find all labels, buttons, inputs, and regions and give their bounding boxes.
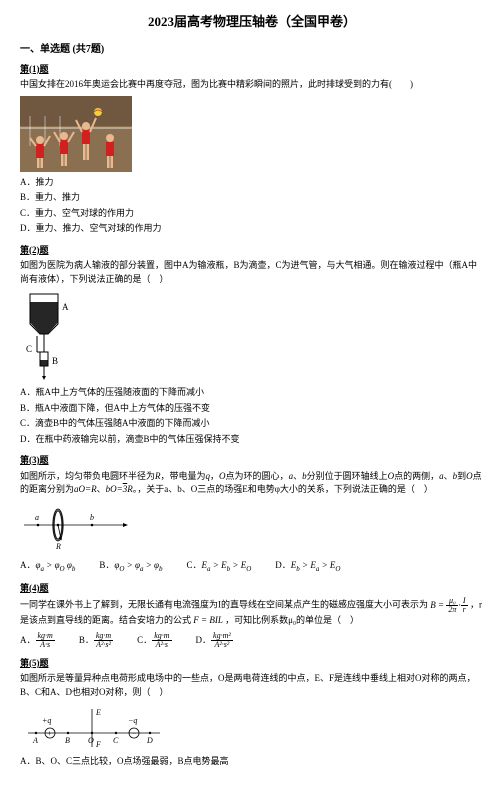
q3-optD: D． Eb > Ea > EO [275,559,340,574]
q1-stem: 中国女排在2016年奥运会比赛中再度夺冠，图为比赛中精彩瞬间的照片，此时排球受到… [20,78,484,92]
q4-options: A． kg·mA·s B． kg·mA²·s² C． kg·mA²·s D． k… [20,632,484,649]
question-3: 第(3)题 如图所示，均匀带负电圆环半径为R，带电量为q，O点为环的圆心，a、b… [20,454,484,574]
question-4: 第(4)题 一同学在课外书上了解到，无限长通有电流强度为I的直导线在空间某点产生… [20,582,484,649]
svg-text:C: C [113,736,119,745]
svg-text:A: A [62,302,69,312]
q5-dipole-diagram: + +q A B E O F C − −q D [20,703,170,751]
q2-options: A．瓶A中上方气体的压强随液面的下降而减小 B．瓶A中液面下降，但A中上方气体的… [20,386,484,446]
svg-text:D: D [146,736,153,745]
q3-optC: C． Ea > Eb > EO [187,559,252,574]
q4-label: 第(4)题 [20,582,484,596]
q3-optB: B． φO > φa > φb [99,559,162,574]
q1-label: 第(1)题 [20,63,484,77]
q2-optA: A．瓶A中上方气体的压强随液面的下降而减小 [20,386,484,400]
svg-text:A: A [32,736,38,745]
q2-optC: C．滴壶B中的气体压强随A中液面的下降而减小 [20,417,484,431]
q3-stem: 如图所示，均匀带负电圆环半径为R，带电量为q，O点为环的圆心，a、b分别位于圆环… [20,470,484,497]
q4-stem: 一同学在课外书上了解到，无限长通有电流强度为I的直导线在空间某点产生的磁感应强度… [20,597,484,628]
q1-optC: C．重力、空气对球的作用力 [20,207,484,221]
q5-label: 第(5)题 [20,657,484,671]
q4-optA: A． kg·mA·s [20,632,55,649]
q1-optD: D．重力、推力、空气对球的作用力 [20,222,484,236]
q4-optD: D． kg·m²A²·s² [196,632,233,649]
svg-text:F: F [95,740,101,749]
q5-options: A．B、O、C三点比较，O点场强最弱，B点电势最高 [20,755,484,769]
section-header: 一、单选题 (共7题) [20,42,484,57]
q1-options: A．推力 B．重力、推力 C．重力、空气对球的作用力 D．重力、推力、空气对球的… [20,176,484,236]
q3-ring-diagram: a b R [20,501,130,555]
question-1: 第(1)题 中国女排在2016年奥运会比赛中再度夺冠，图为比赛中精彩瞬间的照片，… [20,63,484,236]
q4-optB: B． kg·mA²·s² [79,632,113,649]
svg-text:R: R [55,542,61,551]
q3-label: 第(3)题 [20,454,484,468]
svg-text:−: − [132,729,137,738]
question-2: 第(2)题 如图为医院为病人输液的部分装置，图中A为输液瓶，B为滴壶，C为进气管… [20,244,484,447]
svg-text:+: + [47,729,52,738]
q1-optA: A．推力 [20,176,484,190]
svg-text:B: B [52,356,58,366]
q3-optA: A． φa > φO φb [20,559,75,574]
q1-volleyball-photo [20,96,132,172]
svg-text:−q: −q [128,716,137,725]
q3-options: A． φa > φO φb B． φO > φa > φb C． Ea > Eb… [20,559,484,574]
q5-stem: 如图所示是等量异种点电荷形成电场中的一些点，O是两电荷连线的中点，E、F是连线中… [20,672,484,699]
exam-title: 2023届高考物理压轴卷（全国甲卷） [20,12,484,32]
q4-optC: C． kg·mA²·s [137,632,171,649]
q5-optA: A．B、O、C三点比较，O点场强最弱，B点电势最高 [20,755,484,769]
svg-text:B: B [65,736,70,745]
svg-text:b: b [90,513,94,522]
q2-label: 第(2)题 [20,244,484,258]
svg-text:C: C [26,344,32,354]
svg-text:+q: +q [42,716,51,725]
q2-iv-diagram: A C B [20,290,80,382]
svg-text:O: O [88,736,94,745]
q2-optB: B．瓶A中液面下降，但A中上方气体的压强不变 [20,402,484,416]
svg-text:a: a [35,513,39,522]
q2-stem: 如图为医院为病人输液的部分装置，图中A为输液瓶，B为滴壶，C为进气管，与大气相通… [20,259,484,286]
q1-optB: B．重力、推力 [20,191,484,205]
q2-optD: D．在瓶中药液输完以前，滴壶B中的气体压强保持不变 [20,433,484,447]
